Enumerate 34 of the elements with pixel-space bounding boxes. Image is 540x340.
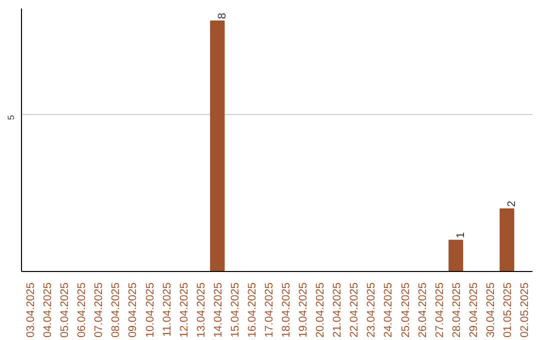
x-tick-label: 07.04.2025 — [93, 282, 106, 338]
x-tick-label: 13.04.2025 — [195, 282, 208, 338]
x-tick-label: 20.04.2025 — [314, 282, 327, 338]
x-tick-label: 02.05.2025 — [518, 282, 531, 338]
x-tick-label: 06.04.2025 — [76, 282, 88, 338]
x-tick-label: 12.04.2025 — [178, 282, 190, 338]
x-tick-label: 01.05.2025 — [502, 282, 514, 338]
x-tick-label: 24.04.2025 — [382, 282, 395, 338]
x-tick-label: 19.04.2025 — [298, 282, 310, 338]
x-tick-label: 23.04.2025 — [366, 282, 378, 338]
x-tick-label: 27.04.2025 — [434, 282, 446, 338]
data-label: 2 — [506, 200, 518, 207]
x-tick-label: 10.04.2025 — [144, 282, 156, 338]
x-tick-label: 29.04.2025 — [468, 282, 480, 338]
x-tick-label: 09.04.2025 — [127, 282, 140, 338]
x-tick-label: 14.04.2025 — [212, 282, 224, 338]
data-label: 8 — [216, 12, 228, 20]
x-tick-label: 11.04.2025 — [161, 282, 174, 337]
x-tick-label: 05.04.2025 — [59, 282, 72, 338]
x-tick-label: 25.04.2025 — [400, 282, 412, 338]
x-tick-label: 03.04.2025 — [25, 282, 38, 338]
data-label: 1 — [454, 232, 467, 238]
x-tick-label: 22.04.2025 — [348, 282, 361, 338]
x-tick-label: 28.04.2025 — [450, 282, 463, 338]
x-tick-label: 18.04.2025 — [280, 282, 293, 338]
x-tick-label: 17.04.2025 — [263, 282, 276, 338]
x-tick-label: 04.04.2025 — [42, 282, 54, 338]
x-tick-label: 16.04.2025 — [246, 282, 258, 338]
x-tick-label: 30.04.2025 — [484, 282, 497, 338]
x-tick-label: 21.04.2025 — [332, 282, 344, 338]
x-tick-label: 15.04.2025 — [229, 282, 242, 338]
y-tick-label: 5 — [6, 114, 16, 120]
x-tick-label: 26.04.2025 — [416, 282, 429, 338]
x-tick-label: 08.04.2025 — [110, 282, 122, 338]
